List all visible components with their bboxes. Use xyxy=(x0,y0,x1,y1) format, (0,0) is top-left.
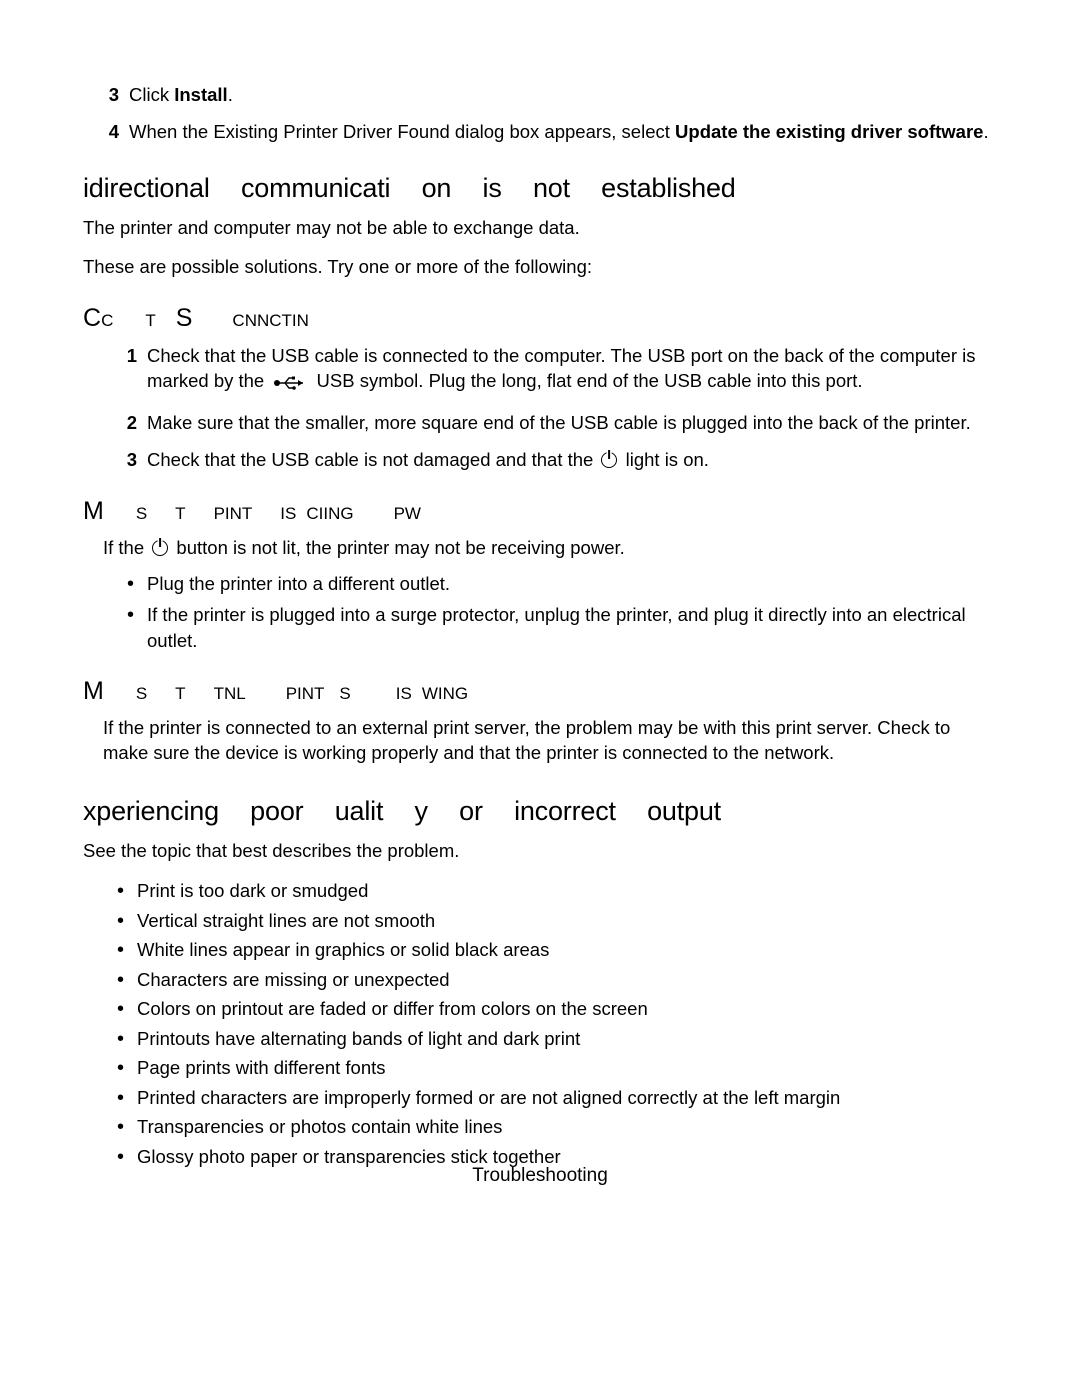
usb-step-3: 3 Check that the USB cable is not damage… xyxy=(113,447,997,473)
list-item: Colors on printout are faded or differ f… xyxy=(117,996,997,1022)
power-icon xyxy=(601,452,617,468)
list-item: Printed characters are improperly formed… xyxy=(117,1085,997,1111)
step-4: 4 When the Existing Printer Driver Found… xyxy=(95,120,997,145)
subhead-receiving-power: MSTPINTISCIINGPW xyxy=(83,497,997,526)
step-number: 4 xyxy=(95,120,119,145)
heading-bidirectional: idirectional communicati on is not estab… xyxy=(83,173,997,204)
power-icon xyxy=(152,540,168,556)
list-item: Characters are missing or unexpected xyxy=(117,967,997,993)
step-text: Check that the USB cable is not damaged … xyxy=(147,447,997,473)
list-item: White lines appear in graphics or solid … xyxy=(117,937,997,963)
usb-step-1: 1 Check that the USB cable is connected … xyxy=(113,343,997,398)
usb-step-2: 2 Make sure that the smaller, more squar… xyxy=(113,410,997,436)
step-3: 3 Click Install. xyxy=(95,83,997,108)
list-item: Printouts have alternating bands of ligh… xyxy=(117,1026,997,1052)
list-item: Vertical straight lines are not smooth xyxy=(117,908,997,934)
subhead-print-server: MSTTNLPINTSISWING xyxy=(83,677,997,706)
step-number: 1 xyxy=(113,343,137,369)
topic-list: Print is too dark or smudged Vertical st… xyxy=(83,878,997,1169)
list-item: Plug the printer into a different outlet… xyxy=(127,571,997,597)
list-item: Page prints with different fonts xyxy=(117,1055,997,1081)
usb-icon xyxy=(273,372,307,398)
step-number: 2 xyxy=(113,410,137,436)
usb-steps: 1 Check that the USB cable is connected … xyxy=(83,343,997,473)
intro-steps: 3 Click Install. 4 When the Existing Pri… xyxy=(83,83,997,145)
power-para: If the button is not lit, the printer ma… xyxy=(83,536,997,561)
see-topic: See the topic that best describes the pr… xyxy=(83,839,997,864)
step-number: 3 xyxy=(95,83,119,108)
para-exchange: The printer and computer may not be able… xyxy=(83,216,997,241)
step-text: When the Existing Printer Driver Found d… xyxy=(129,120,997,145)
list-item: If the printer is plugged into a surge p… xyxy=(127,602,997,653)
list-item: Transparencies or photos contain white l… xyxy=(117,1114,997,1140)
ext-server-para: If the printer is connected to an extern… xyxy=(83,716,997,766)
list-item: Print is too dark or smudged xyxy=(117,878,997,904)
step-number: 3 xyxy=(113,447,137,473)
step-text: Make sure that the smaller, more square … xyxy=(147,410,997,436)
step-text: Click Install. xyxy=(129,83,997,108)
para-solutions: These are possible solutions. Try one or… xyxy=(83,255,997,280)
power-bullets: Plug the printer into a different outlet… xyxy=(83,571,997,654)
subhead-usb-connection: CCTSCNNCTIN xyxy=(83,304,997,333)
heading-quality: xperiencing poor ualit y or incorrect ou… xyxy=(83,796,997,827)
footer-section-title: Troubleshooting xyxy=(0,1165,1080,1187)
page: 3 Click Install. 4 When the Existing Pri… xyxy=(0,0,1080,1397)
step-text: Check that the USB cable is connected to… xyxy=(147,343,997,398)
